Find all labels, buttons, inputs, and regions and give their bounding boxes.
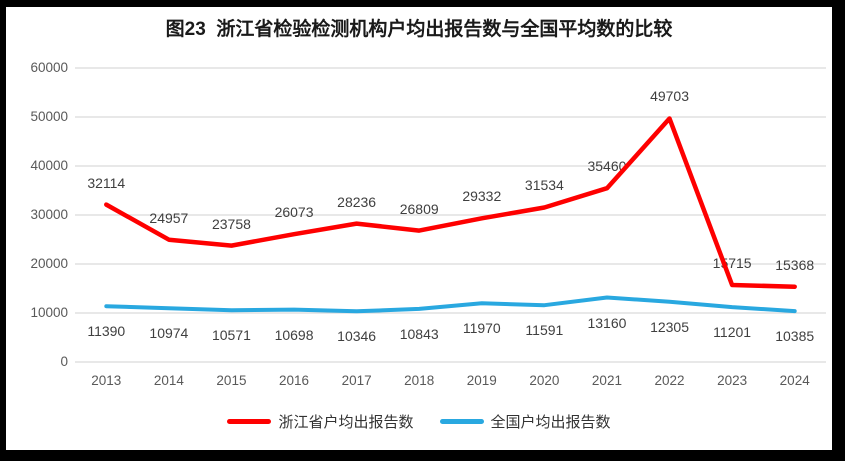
data-label: 10974	[149, 325, 189, 342]
x-axis-tick-label: 2019	[466, 373, 497, 388]
data-label: 32114	[87, 174, 126, 191]
x-axis-tick-label: 2020	[529, 373, 560, 388]
data-label: 11591	[525, 322, 564, 339]
data-label: 26073	[274, 204, 314, 221]
y-axis-tick-label: 30000	[30, 207, 68, 222]
chart-area: 图23 浙江省检验检测机构户均出报告数与全国平均数的比较 0 10000 20000…	[6, 7, 832, 450]
data-label: 28236	[337, 193, 377, 210]
data-label: 15368	[775, 256, 815, 273]
series-line-zhejiang	[104, 116, 797, 289]
x-axis-tick-label: 2023	[717, 373, 748, 388]
data-label: 13160	[587, 314, 627, 331]
legend-item-zhejiang: 浙江省户均出报告数	[227, 411, 414, 432]
legend-item-national: 全国户均出报告数	[439, 411, 611, 432]
plot-area: 0 10000 20000 30000 40000 50000 60000 2013 2014…	[6, 7, 832, 450]
x-axis-tick-label: 2022	[654, 373, 685, 388]
data-label: 11201	[713, 324, 752, 341]
legend-label: 浙江省户均出报告数	[278, 413, 414, 431]
data-label: 24957	[149, 209, 189, 226]
data-label: 12305	[650, 318, 689, 335]
y-axis-tick-label: 40000	[30, 158, 68, 173]
data-label: 11970	[462, 320, 501, 337]
x-axis-tick-label: 2024	[779, 373, 810, 388]
data-label: 35460	[587, 158, 627, 175]
data-label: 10571	[211, 327, 251, 344]
x-axis-tick-label: 2013	[91, 373, 122, 388]
data-label: 29332	[462, 188, 502, 205]
series-line-national	[104, 295, 797, 314]
legend-line-swatch	[439, 418, 484, 424]
data-label: 10346	[337, 328, 377, 345]
x-axis-tick-label: 2016	[279, 373, 310, 388]
y-axis-tick-label: 20000	[30, 256, 68, 271]
series-layer	[104, 116, 797, 314]
data-label: 26809	[399, 200, 439, 217]
data-label: 11390	[87, 323, 126, 340]
gridline-layer	[75, 67, 826, 363]
data-label: 49703	[650, 88, 689, 105]
y-axis-tick-label: 50000	[30, 109, 68, 124]
x-axis-tick-label: 2018	[404, 373, 435, 388]
data-label: 10843	[399, 325, 439, 342]
x-axis-tick-label: 2014	[153, 373, 184, 388]
x-axis-tick-label: 2021	[591, 373, 622, 388]
data-label: 10385	[775, 328, 815, 345]
x-axis-tick-label: 2015	[216, 373, 247, 388]
x-axis-tick-label: 2017	[341, 373, 372, 388]
y-axis-tick-label: 10000	[30, 305, 68, 320]
y-axis-tick-label: 0	[60, 354, 68, 369]
data-label: 23758	[211, 215, 251, 232]
legend-label: 全国户均出报告数	[490, 413, 611, 431]
legend-line-swatch	[227, 418, 272, 424]
legend: 浙江省户均出报告数 全国户均出报告数	[6, 410, 832, 432]
chart-title: 图23 浙江省检验检测机构户均出报告数与全国平均数的比较	[165, 19, 673, 40]
data-label: 31534	[524, 177, 564, 194]
y-axis-tick-label: 60000	[30, 60, 68, 75]
data-label: 10698	[274, 326, 314, 343]
